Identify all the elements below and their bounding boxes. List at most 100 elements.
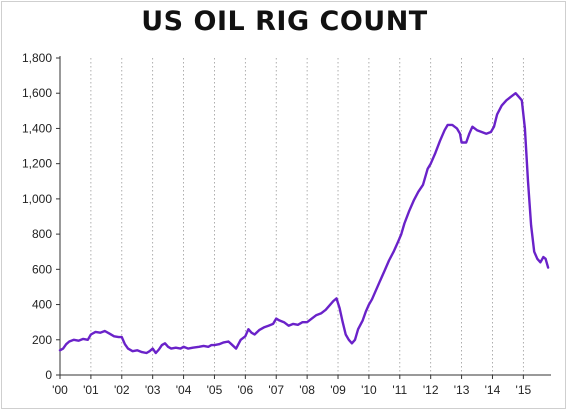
data-point <box>543 256 544 257</box>
data-point <box>283 322 284 323</box>
data-point <box>518 96 519 97</box>
data-point <box>161 345 162 346</box>
y-tick-label: 1,000 <box>22 192 52 206</box>
data-point <box>276 318 277 319</box>
data-point <box>297 324 298 325</box>
data-point <box>371 299 372 300</box>
data-point <box>87 339 88 340</box>
data-point <box>521 100 522 101</box>
data-point <box>141 352 142 353</box>
x-tick-label: '11 <box>392 383 407 397</box>
data-point <box>427 168 428 169</box>
data-point <box>127 348 128 349</box>
data-point <box>524 128 525 129</box>
rig-count-series-line <box>58 92 550 355</box>
data-point <box>354 339 355 340</box>
x-tick-label: '05 <box>207 383 223 397</box>
data-point <box>259 330 260 331</box>
data-point <box>114 336 115 337</box>
data-point <box>325 309 326 310</box>
data-point <box>293 323 294 324</box>
data-point <box>279 320 280 321</box>
data-point <box>302 322 303 323</box>
data-point <box>368 304 369 305</box>
data-point <box>497 114 498 115</box>
data-point <box>171 348 172 349</box>
data-point <box>63 348 64 349</box>
data-point <box>231 344 232 345</box>
data-point <box>83 338 84 339</box>
data-point <box>248 329 249 330</box>
data-point <box>311 318 312 319</box>
data-point <box>476 130 477 131</box>
y-tick-labels: 0 200 400 600 800 1,000 1,200 1,400 1,600 1,800 <box>22 51 52 382</box>
data-point <box>288 325 289 326</box>
x-tick-label: '04 <box>176 383 192 397</box>
data-point <box>73 339 74 340</box>
x-tick-label: '07 <box>268 383 284 397</box>
data-point <box>534 251 535 252</box>
data-point <box>365 311 366 312</box>
data-point <box>333 300 334 301</box>
data-point <box>486 133 487 134</box>
data-point <box>158 349 159 350</box>
y-tick-label: 600 <box>32 262 52 276</box>
data-point <box>214 345 215 346</box>
data-point <box>78 340 79 341</box>
data-point <box>152 348 153 349</box>
data-point <box>149 351 150 352</box>
data-point <box>168 346 169 347</box>
data-point <box>339 308 340 309</box>
data-point <box>132 351 133 352</box>
x-tick-label: '02 <box>114 383 130 397</box>
data-point <box>531 225 532 226</box>
y-tick-label: 200 <box>32 333 52 347</box>
data-point <box>316 315 317 316</box>
data-point <box>447 124 448 125</box>
data-point <box>515 93 516 94</box>
data-point <box>461 142 462 143</box>
x-tick-label: '09 <box>330 383 346 397</box>
data-point <box>506 100 507 101</box>
data-point <box>245 336 246 337</box>
data-point <box>208 346 209 347</box>
data-point <box>469 133 470 134</box>
data-point <box>183 346 184 347</box>
data-point <box>164 343 165 344</box>
data-point <box>188 348 189 349</box>
data-point <box>388 260 389 261</box>
series-layer <box>58 92 550 355</box>
y-tick-label: 400 <box>32 298 52 312</box>
grid-layer <box>90 58 524 375</box>
data-point <box>180 348 181 349</box>
data-point <box>409 211 410 212</box>
data-point <box>459 133 460 134</box>
y-tick-label: 1,800 <box>22 51 52 65</box>
data-point <box>422 184 423 185</box>
x-tick-label: '06 <box>238 383 254 397</box>
data-point <box>69 341 70 342</box>
data-point <box>268 325 269 326</box>
x-tick-label: '01 <box>83 383 99 397</box>
x-tick-label: '08 <box>299 383 315 397</box>
data-point <box>146 352 147 353</box>
y-tick-label: 1,600 <box>22 86 52 100</box>
data-point <box>456 128 457 129</box>
data-point <box>95 331 96 332</box>
data-point <box>104 330 105 331</box>
data-point <box>404 223 405 224</box>
data-point <box>320 313 321 314</box>
data-point <box>342 322 343 323</box>
data-point <box>490 131 491 132</box>
data-point <box>228 341 229 342</box>
data-point <box>351 343 352 344</box>
x-tick-label: '00 <box>52 383 68 397</box>
data-point <box>510 96 511 97</box>
data-point <box>137 350 138 351</box>
data-point <box>358 329 359 330</box>
data-point <box>548 267 549 268</box>
data-point <box>481 131 482 132</box>
data-point <box>452 124 453 125</box>
data-point <box>472 126 473 127</box>
